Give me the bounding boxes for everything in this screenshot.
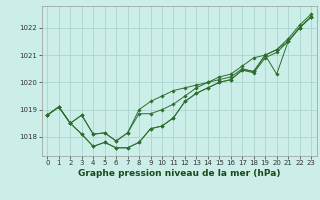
X-axis label: Graphe pression niveau de la mer (hPa): Graphe pression niveau de la mer (hPa) (78, 169, 280, 178)
